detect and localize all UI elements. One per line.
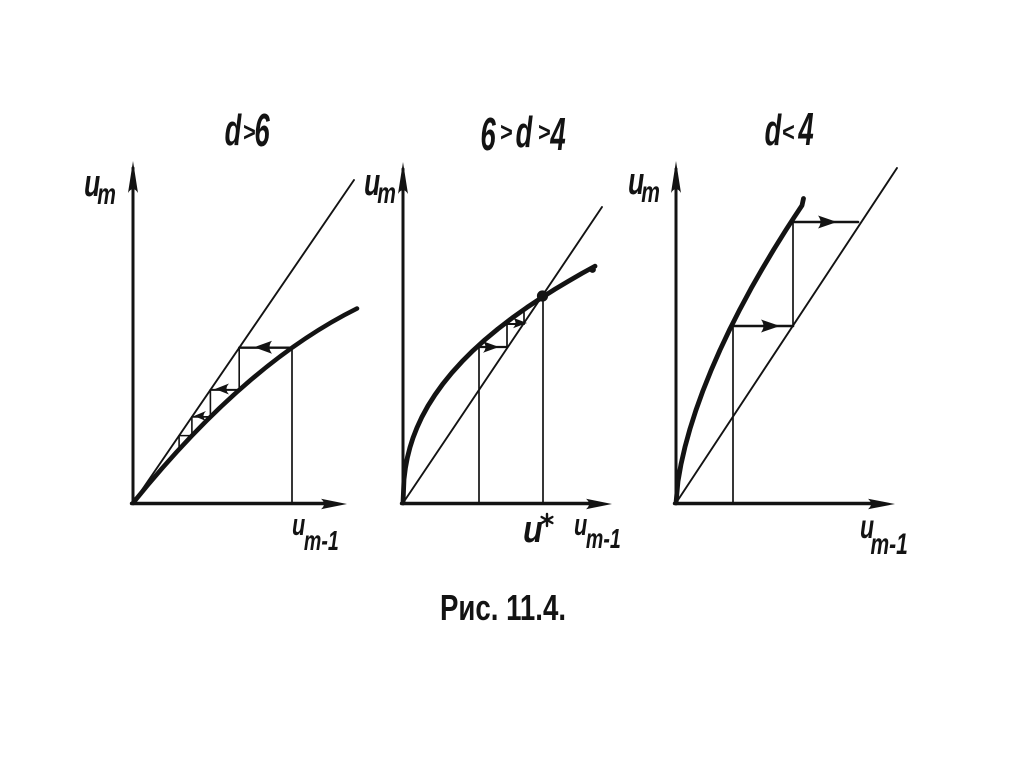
svg-text:d: d (516, 107, 533, 156)
svg-text:m-1: m-1 (304, 526, 339, 557)
svg-text:4: 4 (550, 110, 566, 161)
svg-text:6: 6 (254, 106, 270, 157)
svg-text:m-1: m-1 (871, 529, 908, 561)
svg-text:m-1: m-1 (586, 524, 621, 555)
svg-text:u: u (574, 507, 587, 542)
svg-text:>: > (538, 118, 551, 148)
svg-text:6: 6 (480, 110, 496, 161)
svg-text:d: d (225, 105, 242, 154)
svg-text:>: > (500, 118, 513, 148)
svg-text:>: > (243, 118, 256, 148)
svg-text:d: d (765, 105, 782, 154)
svg-text:u: u (292, 507, 305, 542)
svg-text:m: m (377, 178, 396, 210)
svg-text:Рис. 11.4.: Рис. 11.4. (440, 587, 566, 628)
svg-text:u: u (364, 160, 380, 203)
svg-text:4: 4 (798, 105, 814, 156)
svg-text:m: m (97, 179, 116, 211)
svg-text:u: u (860, 509, 874, 546)
svg-text:<: < (782, 118, 795, 148)
svg-text:u: u (523, 509, 543, 551)
svg-text:u: u (84, 161, 100, 204)
svg-text:u: u (628, 159, 644, 202)
svg-text:m: m (641, 177, 660, 209)
